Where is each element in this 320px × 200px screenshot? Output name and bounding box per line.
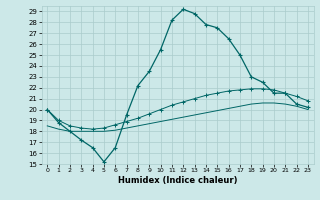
X-axis label: Humidex (Indice chaleur): Humidex (Indice chaleur)	[118, 176, 237, 185]
